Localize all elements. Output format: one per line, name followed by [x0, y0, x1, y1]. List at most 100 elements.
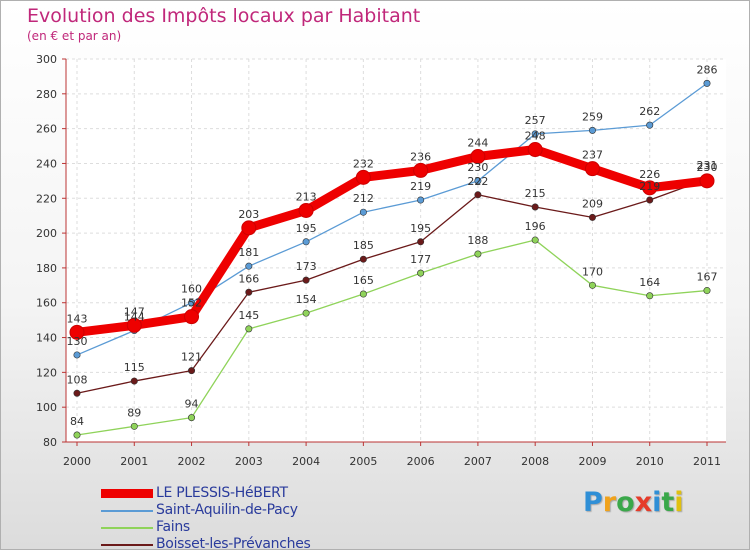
- legend-swatch: [101, 526, 153, 529]
- data-label: 196: [525, 220, 546, 233]
- data-point: [588, 126, 596, 134]
- data-label: 94: [185, 398, 199, 411]
- x-tick-label: 2004: [292, 455, 320, 468]
- data-point: [474, 177, 482, 185]
- data-label: 230: [697, 161, 718, 174]
- data-label: 147: [124, 305, 145, 318]
- data-label: 257: [525, 114, 546, 127]
- y-tick-label: 100: [36, 401, 57, 414]
- data-label: 230: [467, 161, 488, 174]
- data-point: [302, 309, 310, 317]
- logo-letter: i: [652, 487, 662, 518]
- data-point: [130, 377, 138, 385]
- data-point: [703, 287, 711, 295]
- x-tick-label: 2006: [407, 455, 435, 468]
- y-tick-label: 200: [36, 227, 57, 240]
- data-label: 195: [296, 222, 317, 235]
- data-point: [188, 414, 196, 422]
- chart-subtitle: (en € et par an): [27, 29, 122, 43]
- data-point: [531, 203, 539, 211]
- y-tick-label: 160: [36, 297, 57, 310]
- data-label: 286: [697, 63, 718, 76]
- data-point: [417, 238, 425, 246]
- legend-item: LE PLESSIS-HéBERT: [101, 485, 361, 502]
- data-label: 244: [467, 136, 488, 149]
- data-point: [184, 309, 200, 325]
- y-tick-label: 280: [36, 88, 57, 101]
- data-point: [69, 324, 85, 340]
- data-label: 121: [181, 351, 202, 364]
- logo-letter: x: [634, 487, 653, 518]
- x-tick-label: 2000: [63, 455, 91, 468]
- x-tick-label: 2002: [178, 455, 206, 468]
- data-label: 165: [353, 274, 374, 287]
- x-tick-label: 2011: [693, 455, 721, 468]
- series-line: [76, 239, 708, 436]
- data-label: 164: [639, 276, 660, 289]
- data-point: [359, 290, 367, 298]
- data-point: [241, 220, 257, 236]
- x-tick-label: 2007: [464, 455, 492, 468]
- chart-legend: LE PLESSIS-HéBERT Saint-Aquilin-de-Pacy Fa…: [101, 485, 361, 553]
- data-point: [642, 180, 658, 196]
- data-label: 170: [582, 265, 603, 278]
- legend-label: Boisset-les-Prévanches: [156, 536, 311, 552]
- data-point: [646, 292, 654, 300]
- x-tick-label: 2009: [578, 455, 606, 468]
- data-point: [355, 169, 371, 185]
- data-label: 195: [410, 222, 431, 235]
- data-label: 185: [353, 239, 374, 252]
- data-label: 259: [582, 110, 603, 123]
- data-point: [298, 202, 314, 218]
- legend-label: LE PLESSIS-HéBERT: [156, 485, 288, 501]
- data-label: 188: [467, 234, 488, 247]
- data-label: 84: [70, 415, 84, 428]
- data-point: [188, 299, 196, 307]
- data-point: [359, 255, 367, 263]
- x-tick-label: 2001: [120, 455, 148, 468]
- data-point: [73, 389, 81, 397]
- data-point: [73, 431, 81, 439]
- logo-letter: P: [583, 487, 603, 518]
- data-label: 219: [639, 180, 660, 193]
- data-point: [359, 208, 367, 216]
- data-point: [588, 281, 596, 289]
- data-point: [646, 121, 654, 129]
- data-point: [470, 148, 486, 164]
- data-label: 212: [353, 192, 374, 205]
- data-label: 222: [467, 175, 488, 188]
- y-tick-label: 180: [36, 262, 57, 275]
- data-label: 226: [639, 168, 660, 181]
- data-label: 215: [525, 187, 546, 200]
- data-label: 167: [697, 271, 718, 284]
- data-label: 262: [639, 105, 660, 118]
- legend-swatch: [101, 489, 153, 498]
- data-label: 144: [124, 311, 145, 324]
- data-point: [302, 238, 310, 246]
- data-point: [417, 196, 425, 204]
- data-label: 232: [353, 157, 374, 170]
- data-point: [703, 79, 711, 87]
- data-point: [245, 262, 253, 270]
- x-tick-label: 2005: [349, 455, 377, 468]
- logo-letter: i: [674, 487, 684, 518]
- data-point: [588, 213, 596, 221]
- data-label: 108: [67, 373, 88, 386]
- data-label: 143: [67, 312, 88, 325]
- x-tick-label: 2008: [521, 455, 549, 468]
- data-point: [130, 422, 138, 430]
- proxiti-logo: Proxiti: [583, 487, 684, 518]
- x-tick-label: 2010: [636, 455, 664, 468]
- data-point: [699, 173, 715, 189]
- data-point: [302, 276, 310, 284]
- y-tick-label: 220: [36, 192, 57, 205]
- y-tick-label: 140: [36, 332, 57, 345]
- legend-label: Fains: [156, 519, 190, 535]
- data-point: [527, 142, 543, 158]
- data-label: 160: [181, 283, 202, 296]
- data-label: 173: [296, 260, 317, 273]
- data-point: [474, 191, 482, 199]
- data-label: 237: [582, 149, 603, 162]
